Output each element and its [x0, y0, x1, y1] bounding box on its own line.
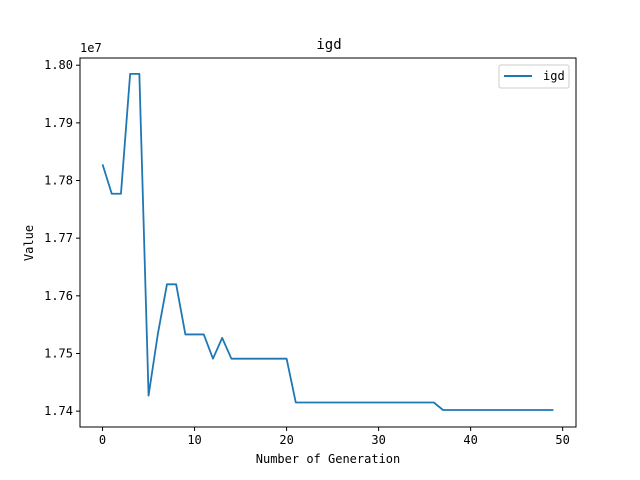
y-tick-label: 1.76	[44, 289, 73, 303]
y-axis-offset-label: 1e7	[80, 41, 102, 55]
y-axis-ticks: 1.74 1.75 1.76 1.77 1.78 1.79 1.80	[44, 58, 80, 418]
x-axis-label: Number of Generation	[256, 452, 401, 466]
y-axis-label: Value	[22, 225, 36, 261]
plot-frame	[79, 57, 577, 428]
x-tick-label: 50	[555, 433, 569, 447]
x-axis-ticks: 0 10 20 30 40 50	[99, 427, 570, 447]
y-tick-label: 1.74	[44, 404, 73, 418]
y-tick-label: 1.78	[44, 174, 73, 188]
series-layer	[101, 72, 554, 411]
y-tick-label: 1.80	[44, 58, 73, 72]
y-tick-label: 1.79	[44, 116, 73, 130]
x-tick-label: 20	[279, 433, 293, 447]
x-tick-label: 0	[99, 433, 106, 447]
legend-box	[498, 64, 570, 89]
x-tick-label: 30	[371, 433, 385, 447]
x-tick-label: 10	[187, 433, 201, 447]
y-tick-label: 1.75	[44, 346, 73, 360]
chart-title: igd	[316, 37, 341, 53]
y-tick-label: 1.77	[44, 231, 73, 245]
legend: igd	[498, 64, 570, 89]
x-tick-label: 40	[463, 433, 477, 447]
series-line-igd	[101, 72, 554, 411]
legend-label-igd: igd	[543, 69, 565, 83]
